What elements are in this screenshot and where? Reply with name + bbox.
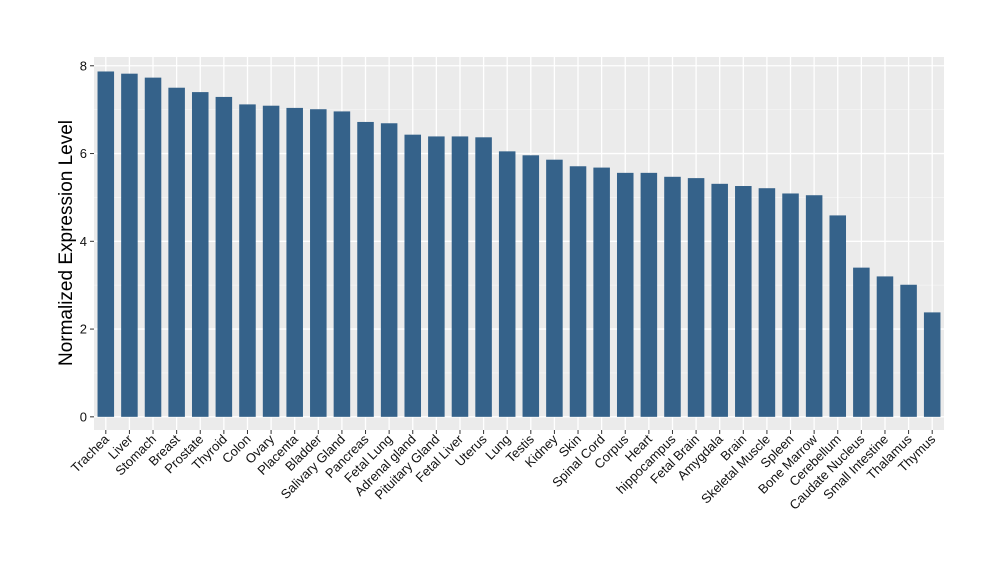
bar-skeletal-muscle xyxy=(758,188,776,417)
bar-fetal-liver xyxy=(451,136,469,417)
y-axis: 0 2 4 6 8 xyxy=(80,58,94,424)
bar-bone-marrow xyxy=(805,195,823,417)
bar-lung xyxy=(498,151,516,417)
bar-hippocampus xyxy=(664,176,681,417)
bar-spleen xyxy=(782,193,799,417)
bar-pituitary-gland xyxy=(428,136,445,417)
x-axis: TracheaLiverStomachBreastProstateThyroid… xyxy=(68,430,939,513)
bars xyxy=(97,71,941,417)
bar-bladder xyxy=(310,109,327,417)
bar-fetal-lung xyxy=(380,123,398,417)
bar-amygdala xyxy=(711,183,728,417)
bar-small-intestine xyxy=(876,276,894,417)
bar-uterus xyxy=(475,137,492,417)
bar-heart xyxy=(640,172,658,417)
y-tick-label: 0 xyxy=(80,409,87,424)
bar-liver xyxy=(121,73,138,417)
bar-ovary xyxy=(262,105,280,417)
bar-skin xyxy=(569,166,587,417)
bar-thyroid xyxy=(215,96,233,417)
y-axis-title: Normalized Expression Level xyxy=(56,120,77,366)
bar-brain xyxy=(735,186,752,417)
y-tick-label: 8 xyxy=(80,58,87,73)
bar-testis xyxy=(522,155,540,417)
bar-placenta xyxy=(286,107,303,417)
bar-pancreas xyxy=(357,121,374,417)
bar-stomach xyxy=(144,77,162,417)
bar-colon xyxy=(239,104,256,417)
bar-kidney xyxy=(546,159,563,417)
bar-salivary-gland xyxy=(333,111,351,417)
plot-panel xyxy=(94,57,944,430)
bar-spinal-cord xyxy=(593,167,610,417)
bar-thalamus xyxy=(900,284,917,417)
bar-trachea xyxy=(97,71,115,417)
bar-breast xyxy=(168,87,185,417)
bar-adrenal-gland xyxy=(404,134,422,417)
y-tick-label: 6 xyxy=(80,146,87,161)
bar-fetal-brain xyxy=(687,178,705,417)
bar-caudate-nucleus xyxy=(853,267,870,417)
bar-prostate xyxy=(191,92,209,417)
bar-thymus xyxy=(923,312,941,417)
y-tick-label: 2 xyxy=(80,322,87,337)
bar-corpus xyxy=(616,172,634,417)
y-tick-label: 4 xyxy=(80,234,87,249)
bar-cerebellum xyxy=(829,215,847,417)
